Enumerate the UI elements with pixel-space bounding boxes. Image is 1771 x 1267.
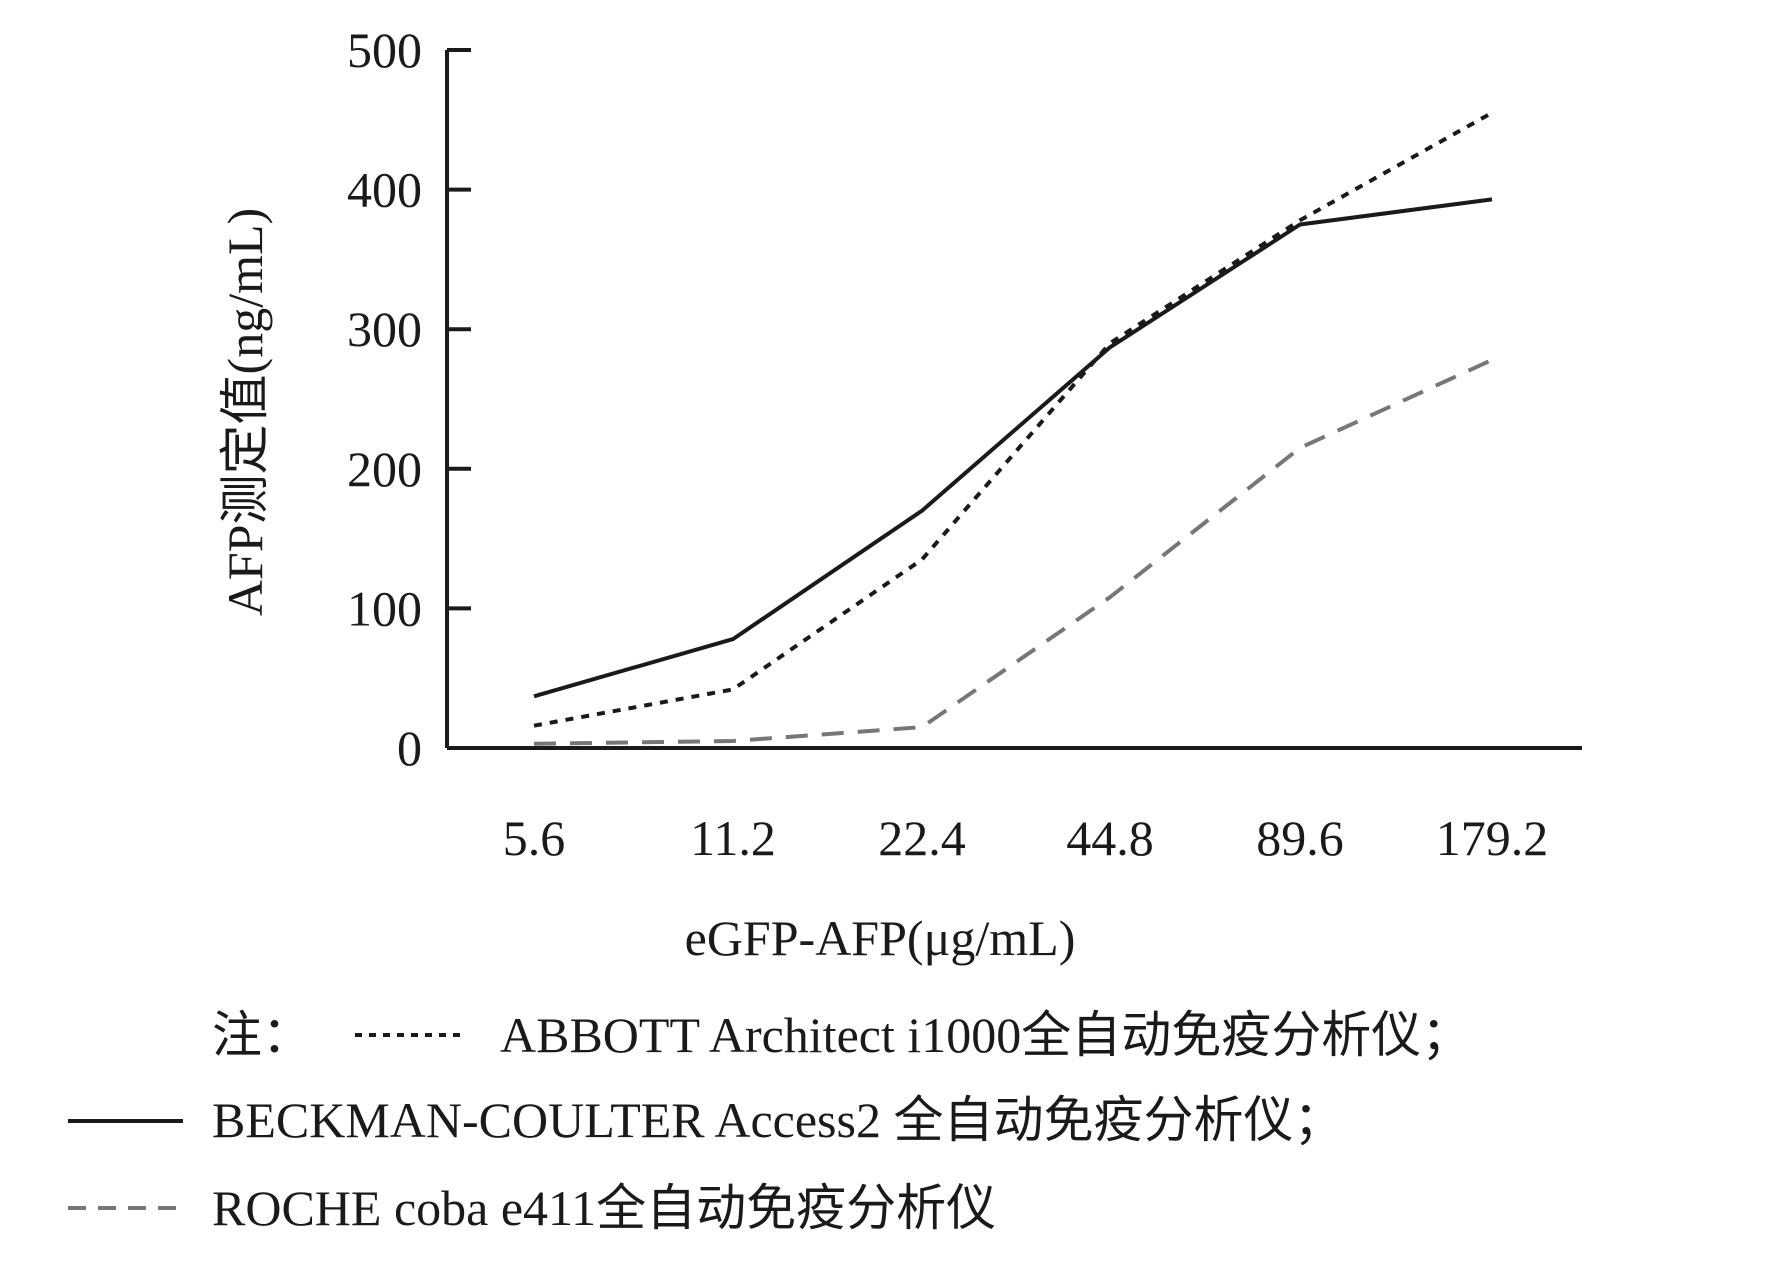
- legend-note-prefix: 注：: [212, 1007, 312, 1063]
- legend-swatch-solid: [68, 1119, 183, 1123]
- x-tick-label: 5.6: [503, 810, 566, 866]
- series-line-abbott: [533, 111, 1493, 728]
- y-tick-label: 200: [347, 441, 422, 497]
- series-lines: [533, 111, 1493, 746]
- x-tick-label: 22.4: [878, 810, 966, 866]
- legend-swatch-dashed: [68, 1206, 183, 1210]
- legend-label-roche: ROCHE coba e411全自动免疫分析仪: [212, 1180, 997, 1236]
- y-axis-title: AFP测定值(ng/mL): [217, 208, 273, 616]
- legend-label-abbott: ABBOTT Architect i1000全自动免疫分析仪: [500, 1007, 1422, 1063]
- x-tick-label: 11.2: [690, 810, 776, 866]
- x-axis-ticks: 5.6 11.2 22.4 44.8 89.6 179.2: [503, 810, 1549, 866]
- legend-sep-1: ；: [1421, 1007, 1472, 1063]
- series-line-beckman: [533, 197, 1493, 699]
- y-tick-label: 400: [347, 162, 422, 218]
- legend-swatch-dotted: [355, 1033, 465, 1037]
- y-tick-label: 500: [347, 22, 422, 78]
- legend-entry-beckman: BECKMAN-COULTER Access2 全自动免疫分析仪；: [212, 1090, 1343, 1150]
- legend-entry-abbott: 注：: [212, 1005, 312, 1065]
- y-tick-label: 100: [347, 580, 422, 636]
- x-tick-label: 179.2: [1436, 810, 1549, 866]
- y-tick-label: 0: [397, 720, 422, 776]
- series-line-roche: [533, 358, 1493, 746]
- x-tick-label: 89.6: [1256, 810, 1344, 866]
- legend-entry-roche: ROCHE coba e411全自动免疫分析仪: [212, 1178, 996, 1238]
- y-axis-ticks: 0 100 200 300 400 500: [347, 22, 471, 776]
- y-tick-label: 300: [347, 301, 422, 357]
- legend-sep-2: ；: [1293, 1092, 1344, 1148]
- x-tick-label: 44.8: [1066, 810, 1154, 866]
- x-axis-title: eGFP-AFP(μg/mL): [685, 910, 1076, 966]
- legend-label-beckman: BECKMAN-COULTER Access2 全自动免疫分析仪: [212, 1092, 1294, 1148]
- axes: [445, 50, 1582, 750]
